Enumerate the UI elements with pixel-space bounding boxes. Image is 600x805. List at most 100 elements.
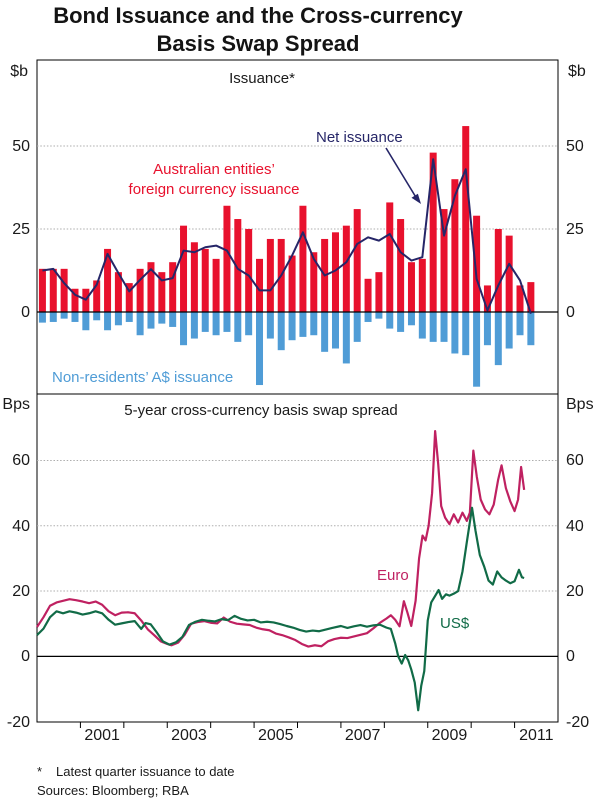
ytick-label-right-25: 25 <box>566 220 584 238</box>
unit-label-bottom-left: Bps <box>2 396 30 413</box>
red-issuance-bar <box>331 232 339 312</box>
label-net-issuance: Net issuance <box>316 129 403 146</box>
blue-issuance-bar <box>462 311 470 356</box>
ytick-label-left-25: 25 <box>12 220 30 238</box>
ytick-label-left-60: 60 <box>12 452 30 470</box>
ytick-label-right-0: 0 <box>566 303 575 321</box>
red-issuance-bar <box>494 228 502 312</box>
red-issuance-bar <box>353 209 361 312</box>
ytick-label-right-20: 20 <box>566 583 584 601</box>
blue-issuance-bar <box>169 311 177 327</box>
usd-line <box>36 506 525 712</box>
ytick-label-right-0: 0 <box>566 648 575 666</box>
blue-issuance-bar <box>397 311 405 332</box>
panel-title-basis-swap: 5-year cross-currency basis swap spread <box>124 402 398 419</box>
footnote-sources: Sources: Bloomberg; RBA <box>37 783 189 798</box>
blue-issuance-bar <box>451 311 459 354</box>
blue-issuance-bar <box>212 311 220 336</box>
bottom-panel-frame <box>36 393 559 723</box>
blue-issuance-bar <box>342 311 350 364</box>
blue-issuance-bar <box>234 311 242 342</box>
blue-issuance-bar <box>494 311 502 366</box>
red-issuance-bar <box>147 262 155 312</box>
blue-issuance-bar <box>256 311 264 386</box>
red-issuance-bar <box>60 268 68 312</box>
ytick-label-left-50: 50 <box>12 137 30 155</box>
footnote-asterisk: * <box>37 764 43 779</box>
red-issuance-bar <box>158 272 166 312</box>
blue-issuance-bar <box>223 311 231 332</box>
red-issuance-bar <box>136 268 144 312</box>
blue-issuance-bar <box>201 311 209 332</box>
blue-issuance-bar <box>136 311 144 336</box>
red-issuance-bar <box>180 225 188 312</box>
blue-issuance-bar <box>125 311 133 322</box>
ytick-label-left-20: 20 <box>12 583 30 601</box>
xtick-label-2009: 2009 <box>431 727 468 744</box>
blue-issuance-bar <box>483 311 491 346</box>
label-australian-entities: Australian entities’ foreign currency is… <box>129 160 300 200</box>
blue-issuance-bar <box>331 311 339 349</box>
red-issuance-bar <box>38 268 46 312</box>
blue-issuance-bar <box>386 311 394 329</box>
red-issuance-bar <box>397 219 405 312</box>
blue-issuance-bar <box>505 311 513 349</box>
label-australian-entities-line1: Australian entities’ <box>153 161 275 178</box>
blue-issuance-bar <box>114 311 122 326</box>
red-issuance-bar <box>462 126 470 312</box>
net-issuance-line <box>42 158 532 314</box>
chart-title-line2: Basis Swap Spread <box>156 31 360 56</box>
unit-label-top-left: $b <box>10 63 28 80</box>
net-issuance-arrowhead <box>411 193 421 204</box>
euro-line <box>36 429 526 648</box>
ytick-label-right--20: -20 <box>566 713 590 731</box>
red-issuance-bar <box>527 282 535 312</box>
blue-issuance-bar <box>321 311 329 352</box>
label-australian-entities-line2: foreign currency issuance <box>128 181 300 198</box>
label-non-residents: Non-residents’ A$ issuance <box>52 369 234 386</box>
red-issuance-bar <box>516 285 524 312</box>
ytick-label-right-50: 50 <box>566 137 584 155</box>
red-issuance-bar <box>364 278 372 312</box>
blue-issuance-bar <box>527 311 535 346</box>
blue-issuance-bar <box>38 311 46 323</box>
red-issuance-bar <box>505 235 513 312</box>
blue-issuance-bar <box>299 311 307 337</box>
red-issuance-bar <box>71 288 79 312</box>
red-issuance-bar <box>190 242 198 312</box>
net-issuance-arrow <box>385 147 418 200</box>
blue-issuance-bar <box>418 311 426 339</box>
red-issuance-bar <box>310 252 318 312</box>
red-issuance-bar <box>223 205 231 312</box>
red-issuance-bar <box>451 179 459 312</box>
red-issuance-bar <box>201 248 209 312</box>
blue-issuance-bar <box>473 311 481 387</box>
red-issuance-bar <box>104 248 112 312</box>
red-issuance-bar <box>234 219 242 312</box>
red-issuance-bar <box>288 255 296 312</box>
red-issuance-bar <box>386 202 394 312</box>
red-issuance-bar <box>169 262 177 312</box>
blue-issuance-bar <box>49 311 57 322</box>
blue-issuance-bar <box>288 311 296 341</box>
blue-issuance-bar <box>407 311 415 326</box>
footnote-note: Latest quarter issuance to date <box>56 764 235 779</box>
xtick-label-2003: 2003 <box>171 727 207 744</box>
ytick-label-right-40: 40 <box>566 517 584 535</box>
blue-issuance-bar <box>60 311 68 319</box>
chart-title-line1: Bond Issuance and the Cross-currency <box>53 3 463 28</box>
red-issuance-bar <box>125 283 133 312</box>
ytick-label-left-0: 0 <box>21 303 30 321</box>
red-issuance-bar <box>418 258 426 312</box>
ytick-label-left-0: 0 <box>21 648 30 666</box>
red-issuance-bar <box>93 280 101 312</box>
blue-issuance-bar <box>353 311 361 342</box>
blue-issuance-bar <box>429 311 437 342</box>
red-issuance-bar <box>429 152 437 312</box>
xtick-label-2007: 2007 <box>344 727 381 744</box>
red-issuance-bar <box>256 258 264 312</box>
panel-title-issuance: Issuance* <box>229 70 295 87</box>
blue-issuance-bar <box>147 311 155 329</box>
